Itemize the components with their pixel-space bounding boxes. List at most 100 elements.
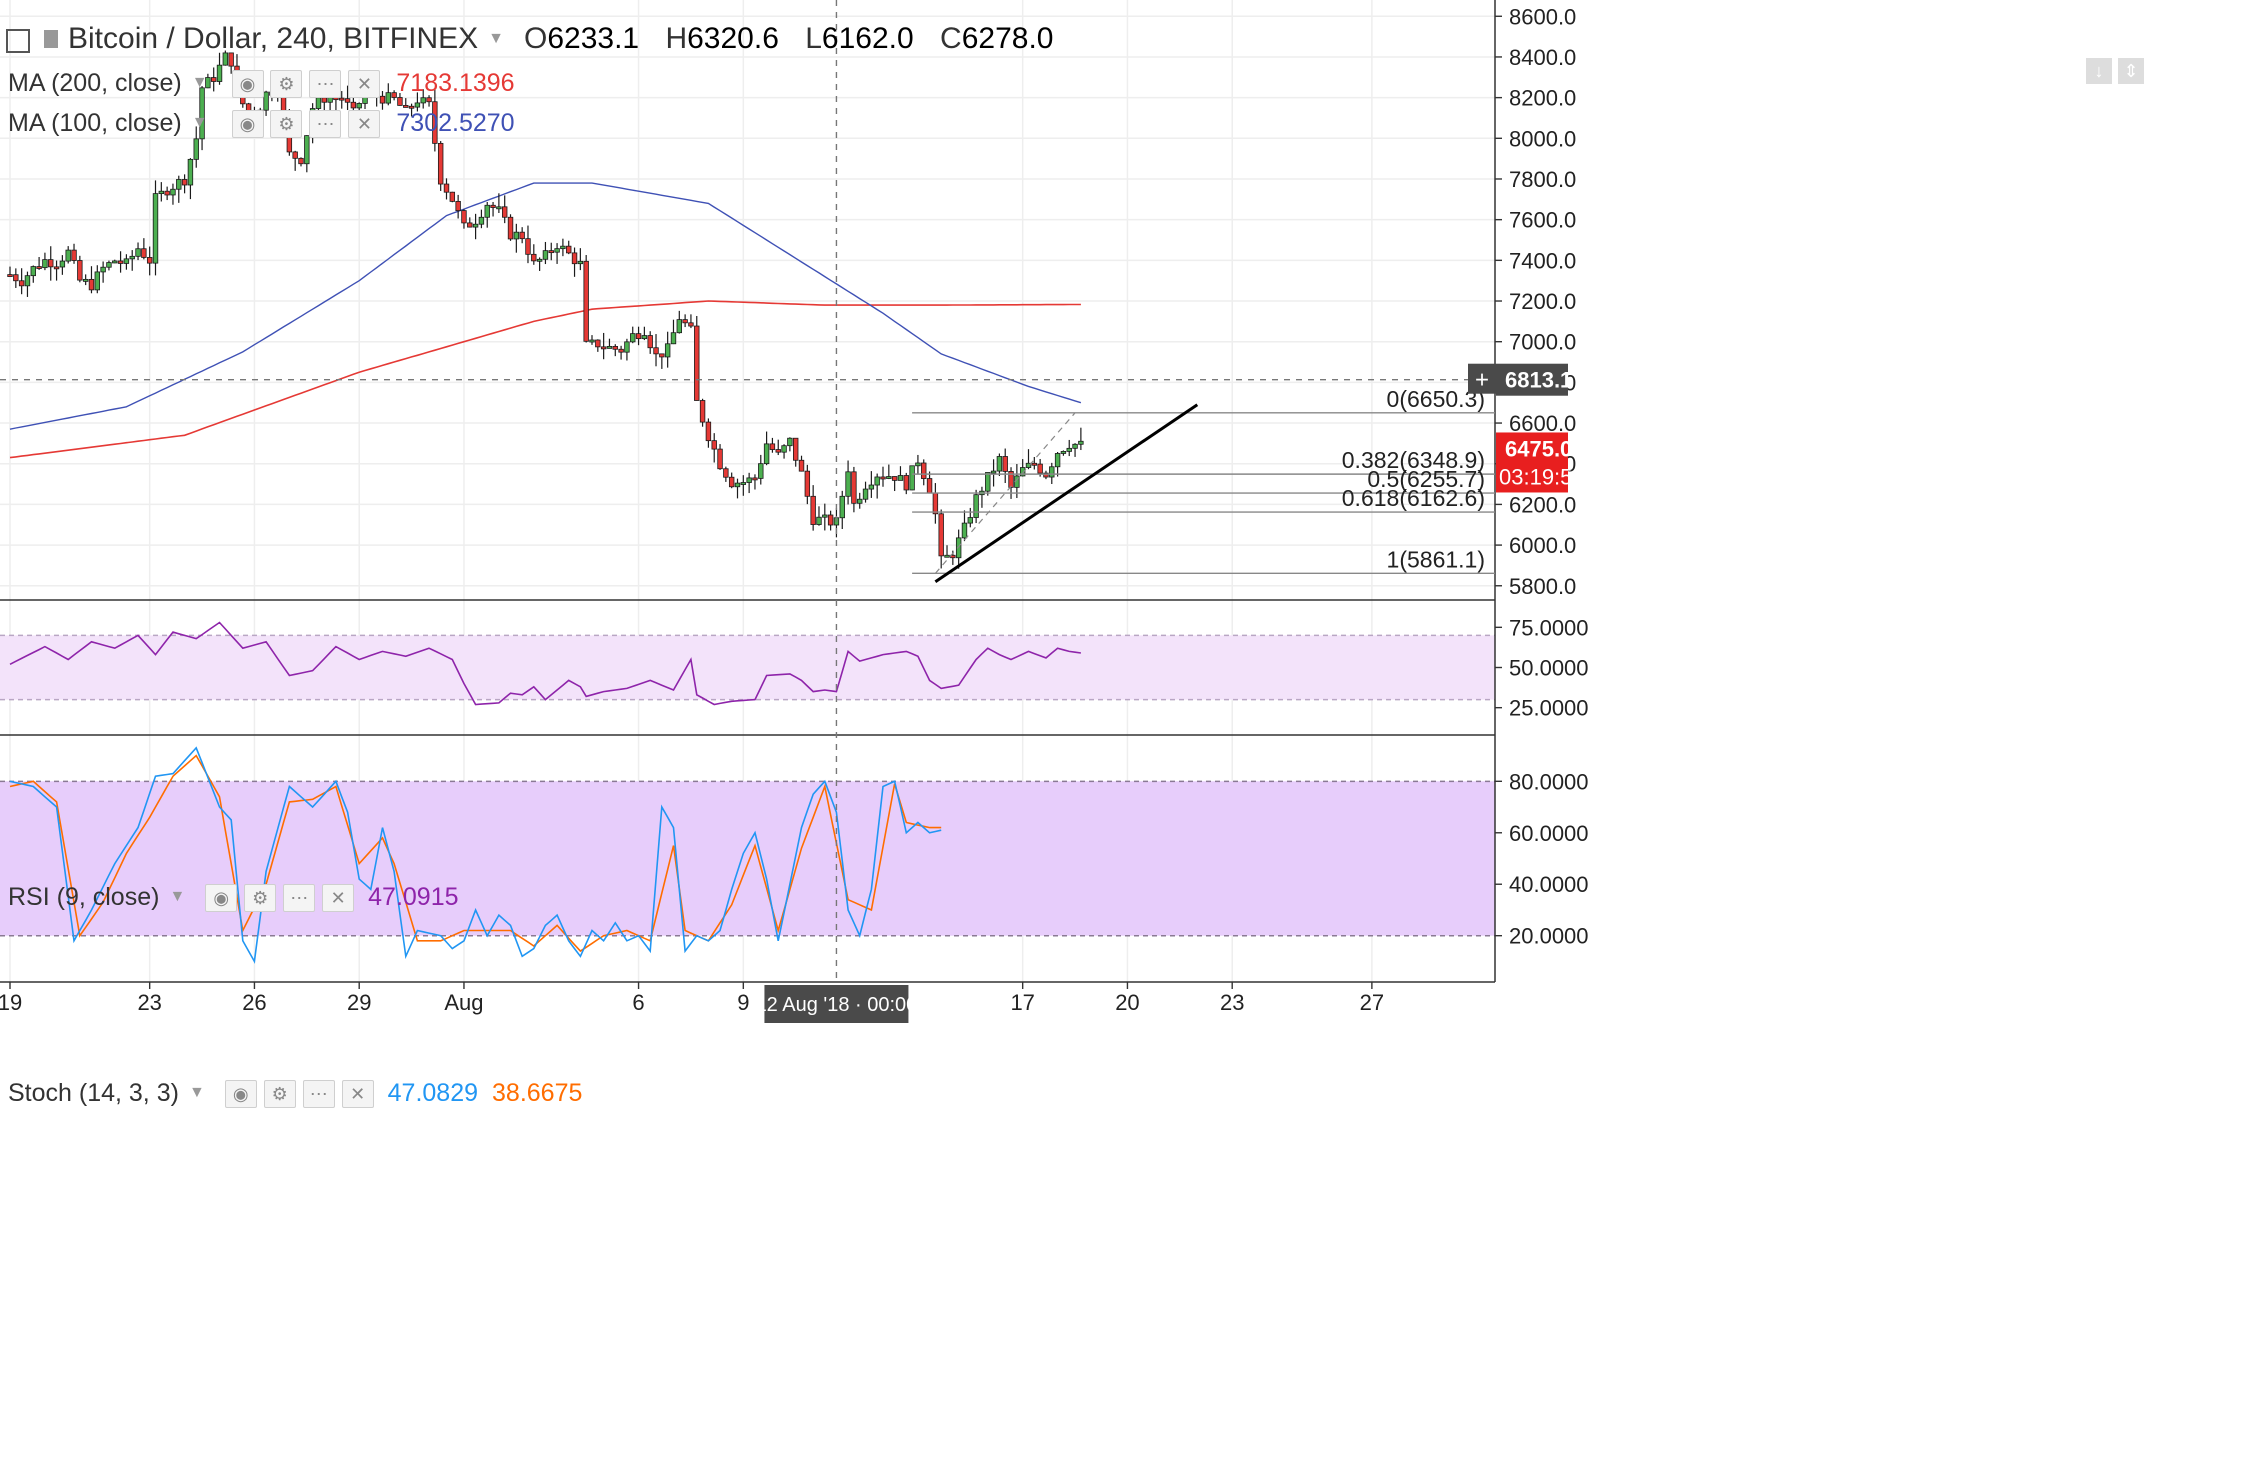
candle-body	[304, 135, 310, 165]
more-icon[interactable]: ⋯	[283, 884, 316, 912]
caret-down-icon[interactable]: ▼	[191, 114, 208, 131]
candle-body	[1060, 451, 1067, 454]
more-icon[interactable]: ⋯	[302, 1080, 335, 1108]
close-icon[interactable]: ✕	[348, 70, 381, 98]
caret-down-icon[interactable]: ▼	[488, 30, 504, 47]
candle-body	[77, 260, 83, 281]
candle-body	[449, 191, 456, 202]
gear-icon[interactable]: ⚙	[270, 110, 303, 138]
candle-body	[961, 522, 968, 539]
candle-body	[298, 157, 304, 165]
price-axis-label: 7800.0	[1509, 167, 1576, 192]
ma100-legend: MA (100, close) ▼ ◉ ⚙ ⋯ ✕ 7302.5270	[8, 108, 515, 138]
trendline	[934, 403, 1199, 583]
caret-down-icon[interactable]: ▼	[188, 1084, 205, 1101]
caret-down-icon[interactable]: ▼	[169, 888, 186, 905]
candle-body	[938, 513, 944, 557]
candle-body	[187, 158, 194, 186]
candle-body	[781, 445, 787, 453]
stoch-k-value: 47.0829	[387, 1078, 479, 1107]
candle-body	[193, 138, 199, 160]
stoch-label[interactable]: Stoch (14, 3, 3)	[8, 1078, 179, 1107]
candle-body	[816, 516, 822, 525]
ma100-label[interactable]: MA (100, close)	[8, 108, 182, 137]
arrow-down-icon[interactable]: ↓	[2086, 58, 2112, 84]
candle-body	[635, 333, 642, 340]
candle-body	[793, 437, 799, 461]
candle-body	[30, 266, 36, 277]
countdown-label: 03:19:54	[1499, 464, 1585, 489]
close-icon[interactable]: ✕	[341, 1080, 374, 1108]
rsi-axis-label: 75.0000	[1509, 615, 1589, 640]
candle-body	[862, 488, 869, 500]
stoch-k-line	[9, 746, 942, 964]
price-axis-label: 7600.0	[1509, 208, 1576, 233]
candle-body	[967, 517, 973, 524]
candle-body	[222, 52, 229, 66]
rsi-band	[0, 635, 1495, 700]
candle-body	[443, 183, 450, 193]
gear-icon[interactable]: ⚙	[244, 884, 277, 912]
eye-icon[interactable]: ◉	[205, 884, 238, 912]
fib-level-label: 1(5861.1)	[1387, 546, 1485, 572]
caret-down-icon[interactable]: ▼	[191, 74, 208, 91]
time-axis-label: 20	[1115, 990, 1139, 1015]
collapse-icon[interactable]	[6, 29, 30, 53]
gear-icon[interactable]: ⚙	[270, 70, 303, 98]
gear-icon[interactable]: ⚙	[263, 1080, 296, 1108]
crosshair-price-tag	[1496, 363, 1568, 396]
candle-body	[152, 193, 159, 264]
eye-icon[interactable]: ◉	[231, 110, 264, 138]
candle-body	[996, 456, 1003, 472]
stoch-axis-label: 60.0000	[1509, 821, 1589, 846]
price-axis-label: 8600.0	[1509, 4, 1576, 29]
candle-body	[327, 97, 333, 103]
close-icon[interactable]: ✕	[348, 110, 381, 138]
candle-body	[647, 335, 653, 349]
candle-body	[472, 223, 479, 228]
candle-body	[630, 333, 636, 343]
candle-body	[775, 449, 781, 453]
candle-body	[199, 87, 205, 140]
candle-body	[740, 482, 747, 485]
candle-body	[292, 151, 298, 159]
eye-icon[interactable]: ◉	[231, 70, 264, 98]
fib-retracement: 0(6650.3)0.382(6348.9)0.5(6255.7)0.618(6…	[912, 386, 1495, 575]
candle-body	[536, 258, 543, 262]
arrows-icon[interactable]: ⇕	[2118, 58, 2144, 84]
candle-body	[973, 494, 979, 518]
time-axis-label: 6	[632, 990, 644, 1015]
candle-body	[170, 188, 176, 196]
candle-body	[618, 348, 624, 353]
candle-body	[403, 105, 409, 108]
symbol-title[interactable]: Bitcoin / Dollar, 240, BITFINEX	[68, 22, 479, 55]
candle-body	[810, 495, 816, 525]
fib-level-label: 0.618(6162.6)	[1342, 485, 1485, 511]
candle-body	[135, 248, 141, 257]
candle-body	[117, 260, 124, 264]
rsi-label[interactable]: RSI (9, close)	[8, 882, 160, 911]
candle-body	[985, 472, 991, 492]
open-value: 6233.1	[547, 22, 640, 55]
candle-body	[641, 335, 648, 340]
rsi-axis-label: 50.0000	[1509, 656, 1589, 681]
close-icon[interactable]: ✕	[322, 884, 355, 912]
ma200-label[interactable]: MA (200, close)	[8, 68, 182, 97]
candle-body	[763, 443, 770, 465]
candle-body	[141, 248, 147, 258]
candle-body	[65, 249, 71, 262]
time-axis-label: 29	[347, 990, 371, 1015]
rsi-axis-label: 25.0000	[1509, 696, 1589, 721]
price-axis-label: 7000.0	[1509, 330, 1576, 355]
candle-body	[437, 142, 444, 185]
candle-body	[490, 204, 496, 208]
eye-icon[interactable]: ◉	[224, 1080, 257, 1108]
candle-body	[653, 347, 659, 355]
price-axis-label: 8000.0	[1509, 126, 1576, 151]
candle-body	[886, 476, 892, 479]
more-icon[interactable]: ⋯	[309, 110, 342, 138]
series-type-icon[interactable]	[44, 30, 58, 48]
more-icon[interactable]: ⋯	[309, 70, 342, 98]
